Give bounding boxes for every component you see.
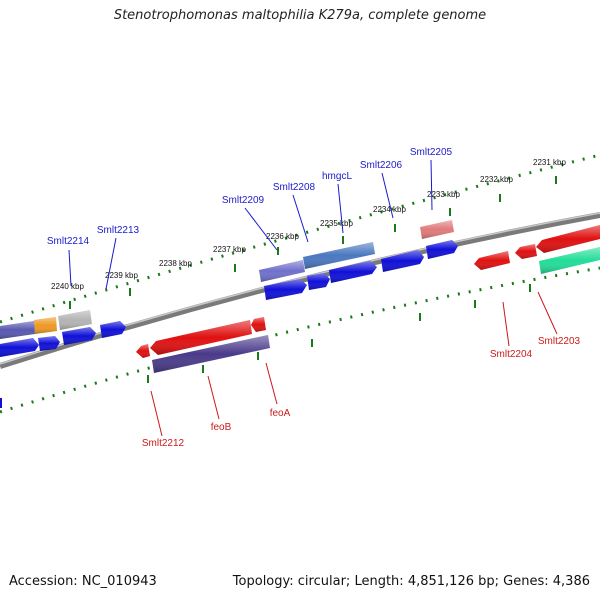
feature-row-forward-outer (0, 220, 454, 339)
scale-label-2239: 2239 kbp (105, 271, 138, 280)
scale-label-2231: 2231 kbp (533, 158, 566, 167)
gene-label-feob: feoB (211, 422, 232, 433)
length-label: Length: (354, 574, 404, 589)
gene-label-feoa: feoA (270, 408, 291, 419)
gene-label-smlt2203: Smlt2203 (538, 336, 581, 347)
accession-info: Accession: NC_010943 (9, 574, 157, 589)
genes-value: 4,386 (552, 574, 590, 589)
genes-label: Genes: (503, 574, 549, 589)
gene-label-hmgcl: hmgcL (322, 171, 352, 182)
scale-label-2236: 2236 kbp (266, 232, 299, 241)
gene-label-smlt2206: Smlt2206 (360, 160, 403, 171)
reverse-leader-lines (150, 291, 558, 437)
scale-label-2234: 2234 kbp (373, 205, 406, 214)
scale-label-2240: 2240 kbp (51, 282, 84, 291)
gene-label-smlt2212: Smlt2212 (142, 438, 185, 449)
accession-value: NC_010943 (81, 574, 157, 589)
gene-label-smlt2209: Smlt2209 (222, 195, 265, 206)
genome-stats: Topology: circular; Length: 4,851,126 bp… (232, 574, 590, 589)
forward-major-ticks (69, 176, 557, 309)
topology-label: Topology: (232, 574, 294, 589)
length-value: 4,851,126 bp (407, 574, 495, 589)
gene-label-smlt2205: Smlt2205 (410, 147, 453, 158)
reverse-cds (136, 225, 600, 358)
gene-label-smlt2213: Smlt2213 (97, 225, 140, 236)
gene-label-smlt2214: Smlt2214 (47, 236, 90, 247)
genome-title: Stenotrophomonas maltophilia K279a, comp… (113, 8, 487, 23)
scale-label-2233: 2233 kbp (427, 190, 460, 199)
topology-value: circular (297, 574, 346, 589)
scale-label-2232: 2232 kbp (480, 175, 513, 184)
gene-label-smlt2208: Smlt2208 (273, 182, 316, 193)
gene-label-smlt2204: Smlt2204 (490, 349, 533, 360)
scale-label-2235: 2235 kbp (320, 219, 353, 228)
accession-label: Accession: (9, 574, 78, 589)
scale-label-2238: 2238 kbp (159, 259, 192, 268)
reverse-major-ticks (147, 284, 531, 383)
scale-label-2237: 2237 kbp (213, 245, 246, 254)
forward-leader-lines (68, 159, 433, 290)
forward-cds (0, 240, 458, 408)
cds-forward-edge (0, 398, 2, 408)
feature-row-reverse-outer (152, 247, 600, 373)
